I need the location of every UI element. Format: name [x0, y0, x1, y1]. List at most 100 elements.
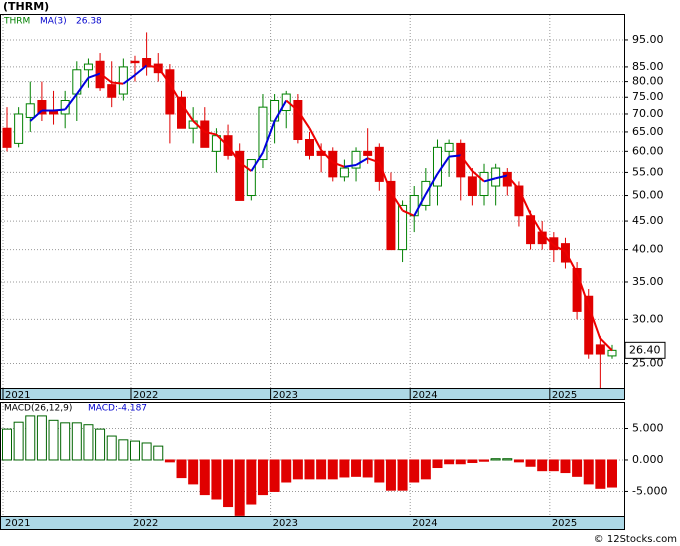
macd-bar	[199, 459, 210, 496]
ma-line	[88, 72, 101, 79]
candle-body	[386, 180, 396, 251]
macd-bar	[304, 459, 315, 480]
candle-body	[339, 167, 349, 178]
macd-bar	[36, 415, 47, 461]
macd-bar	[362, 459, 373, 478]
macd-bar	[269, 459, 280, 492]
ma-line	[402, 209, 415, 217]
ma-line	[436, 156, 450, 175]
macd-bar	[455, 459, 466, 465]
y-tick-label: 0.000	[632, 453, 664, 466]
ma-line	[424, 173, 439, 195]
macd-bar	[188, 459, 199, 485]
y-tick-label: 25.00	[632, 357, 664, 370]
macd-bar	[607, 459, 617, 488]
macd-bar	[281, 459, 292, 483]
macd-bar	[467, 459, 478, 463]
ma-line	[227, 145, 241, 164]
macd-bar	[292, 459, 303, 480]
candle-body	[142, 58, 152, 68]
macd-bar	[234, 459, 245, 516]
macd-bar	[153, 445, 164, 461]
y-tick-label: 65.00	[632, 125, 664, 138]
candle-body	[409, 195, 419, 217]
y-tick-label: 75.00	[632, 90, 664, 103]
ma-line	[553, 244, 566, 253]
macd-bar	[572, 459, 583, 477]
ma-line	[332, 161, 345, 168]
macd-value: MACD:-4.187	[88, 404, 147, 414]
candle-body	[363, 150, 373, 156]
ma-line	[64, 93, 78, 111]
ma-line	[146, 64, 159, 69]
ma-line	[390, 191, 404, 212]
candle-body	[467, 176, 477, 197]
ma-line	[297, 109, 311, 129]
macd-bar	[71, 422, 82, 461]
legend-ma: MA(3)	[40, 17, 67, 27]
macd-bar	[95, 428, 106, 461]
ma-line	[53, 108, 66, 112]
year-band	[0, 388, 625, 400]
y-tick-label: 60.00	[632, 144, 664, 157]
ma-line	[122, 74, 136, 85]
x-tick-label: 2024	[412, 518, 437, 529]
ma-line	[273, 100, 288, 122]
macd-bar	[385, 459, 396, 491]
candle-body	[584, 295, 594, 355]
macd-bar	[129, 440, 140, 461]
macd-bar	[25, 415, 36, 461]
ma-line	[262, 120, 276, 153]
macd-bar	[141, 442, 152, 461]
macd-bar	[432, 459, 443, 469]
ma-line	[320, 149, 334, 164]
y-tick-label: 55.00	[632, 165, 664, 178]
ma-line	[192, 120, 206, 133]
candle-body	[107, 84, 117, 98]
candle-body	[165, 69, 175, 115]
macd-bar	[118, 439, 129, 461]
candle-body	[595, 344, 605, 355]
legend-ma-value: 26.38	[76, 17, 102, 27]
candle-body	[549, 237, 559, 251]
ma-line	[180, 103, 194, 122]
macd-bar	[2, 428, 12, 461]
ma-line	[564, 250, 578, 274]
ma-line	[157, 66, 171, 85]
candle-body	[479, 171, 489, 197]
macd-bar	[444, 459, 455, 465]
candle-body	[235, 150, 245, 201]
candle-body	[258, 106, 268, 161]
price-tag-label: 26.40	[629, 343, 661, 356]
macd-bar	[211, 459, 222, 500]
ma-line	[495, 174, 508, 180]
ma-line	[413, 193, 427, 217]
macd-bar	[397, 459, 408, 491]
candle-body	[177, 96, 187, 129]
ma-line	[204, 130, 217, 136]
candle-body	[130, 60, 140, 64]
ma-line	[506, 174, 520, 190]
ma-line	[134, 64, 148, 76]
ma-line	[99, 72, 113, 84]
macd-bar	[374, 459, 385, 483]
macd-bar	[502, 458, 513, 461]
price-tag	[624, 341, 666, 359]
candle-body	[2, 127, 12, 148]
macd-bar	[525, 459, 536, 467]
ma-line	[355, 157, 369, 166]
x-tick-label: 2023	[273, 390, 298, 401]
price-panel	[0, 14, 625, 400]
ma-line	[518, 188, 532, 215]
macd-title: MACD(26,12,9)	[4, 404, 72, 414]
candle-body	[83, 63, 93, 71]
ma-line	[75, 77, 90, 95]
y-tick-label: 70.00	[632, 107, 664, 120]
macd-bar	[537, 459, 548, 472]
ma-line	[367, 157, 380, 164]
footer: © 12Stocks.com	[594, 534, 677, 545]
candle-body	[246, 159, 256, 197]
ma-line	[541, 233, 555, 247]
macd-bar	[420, 459, 431, 480]
